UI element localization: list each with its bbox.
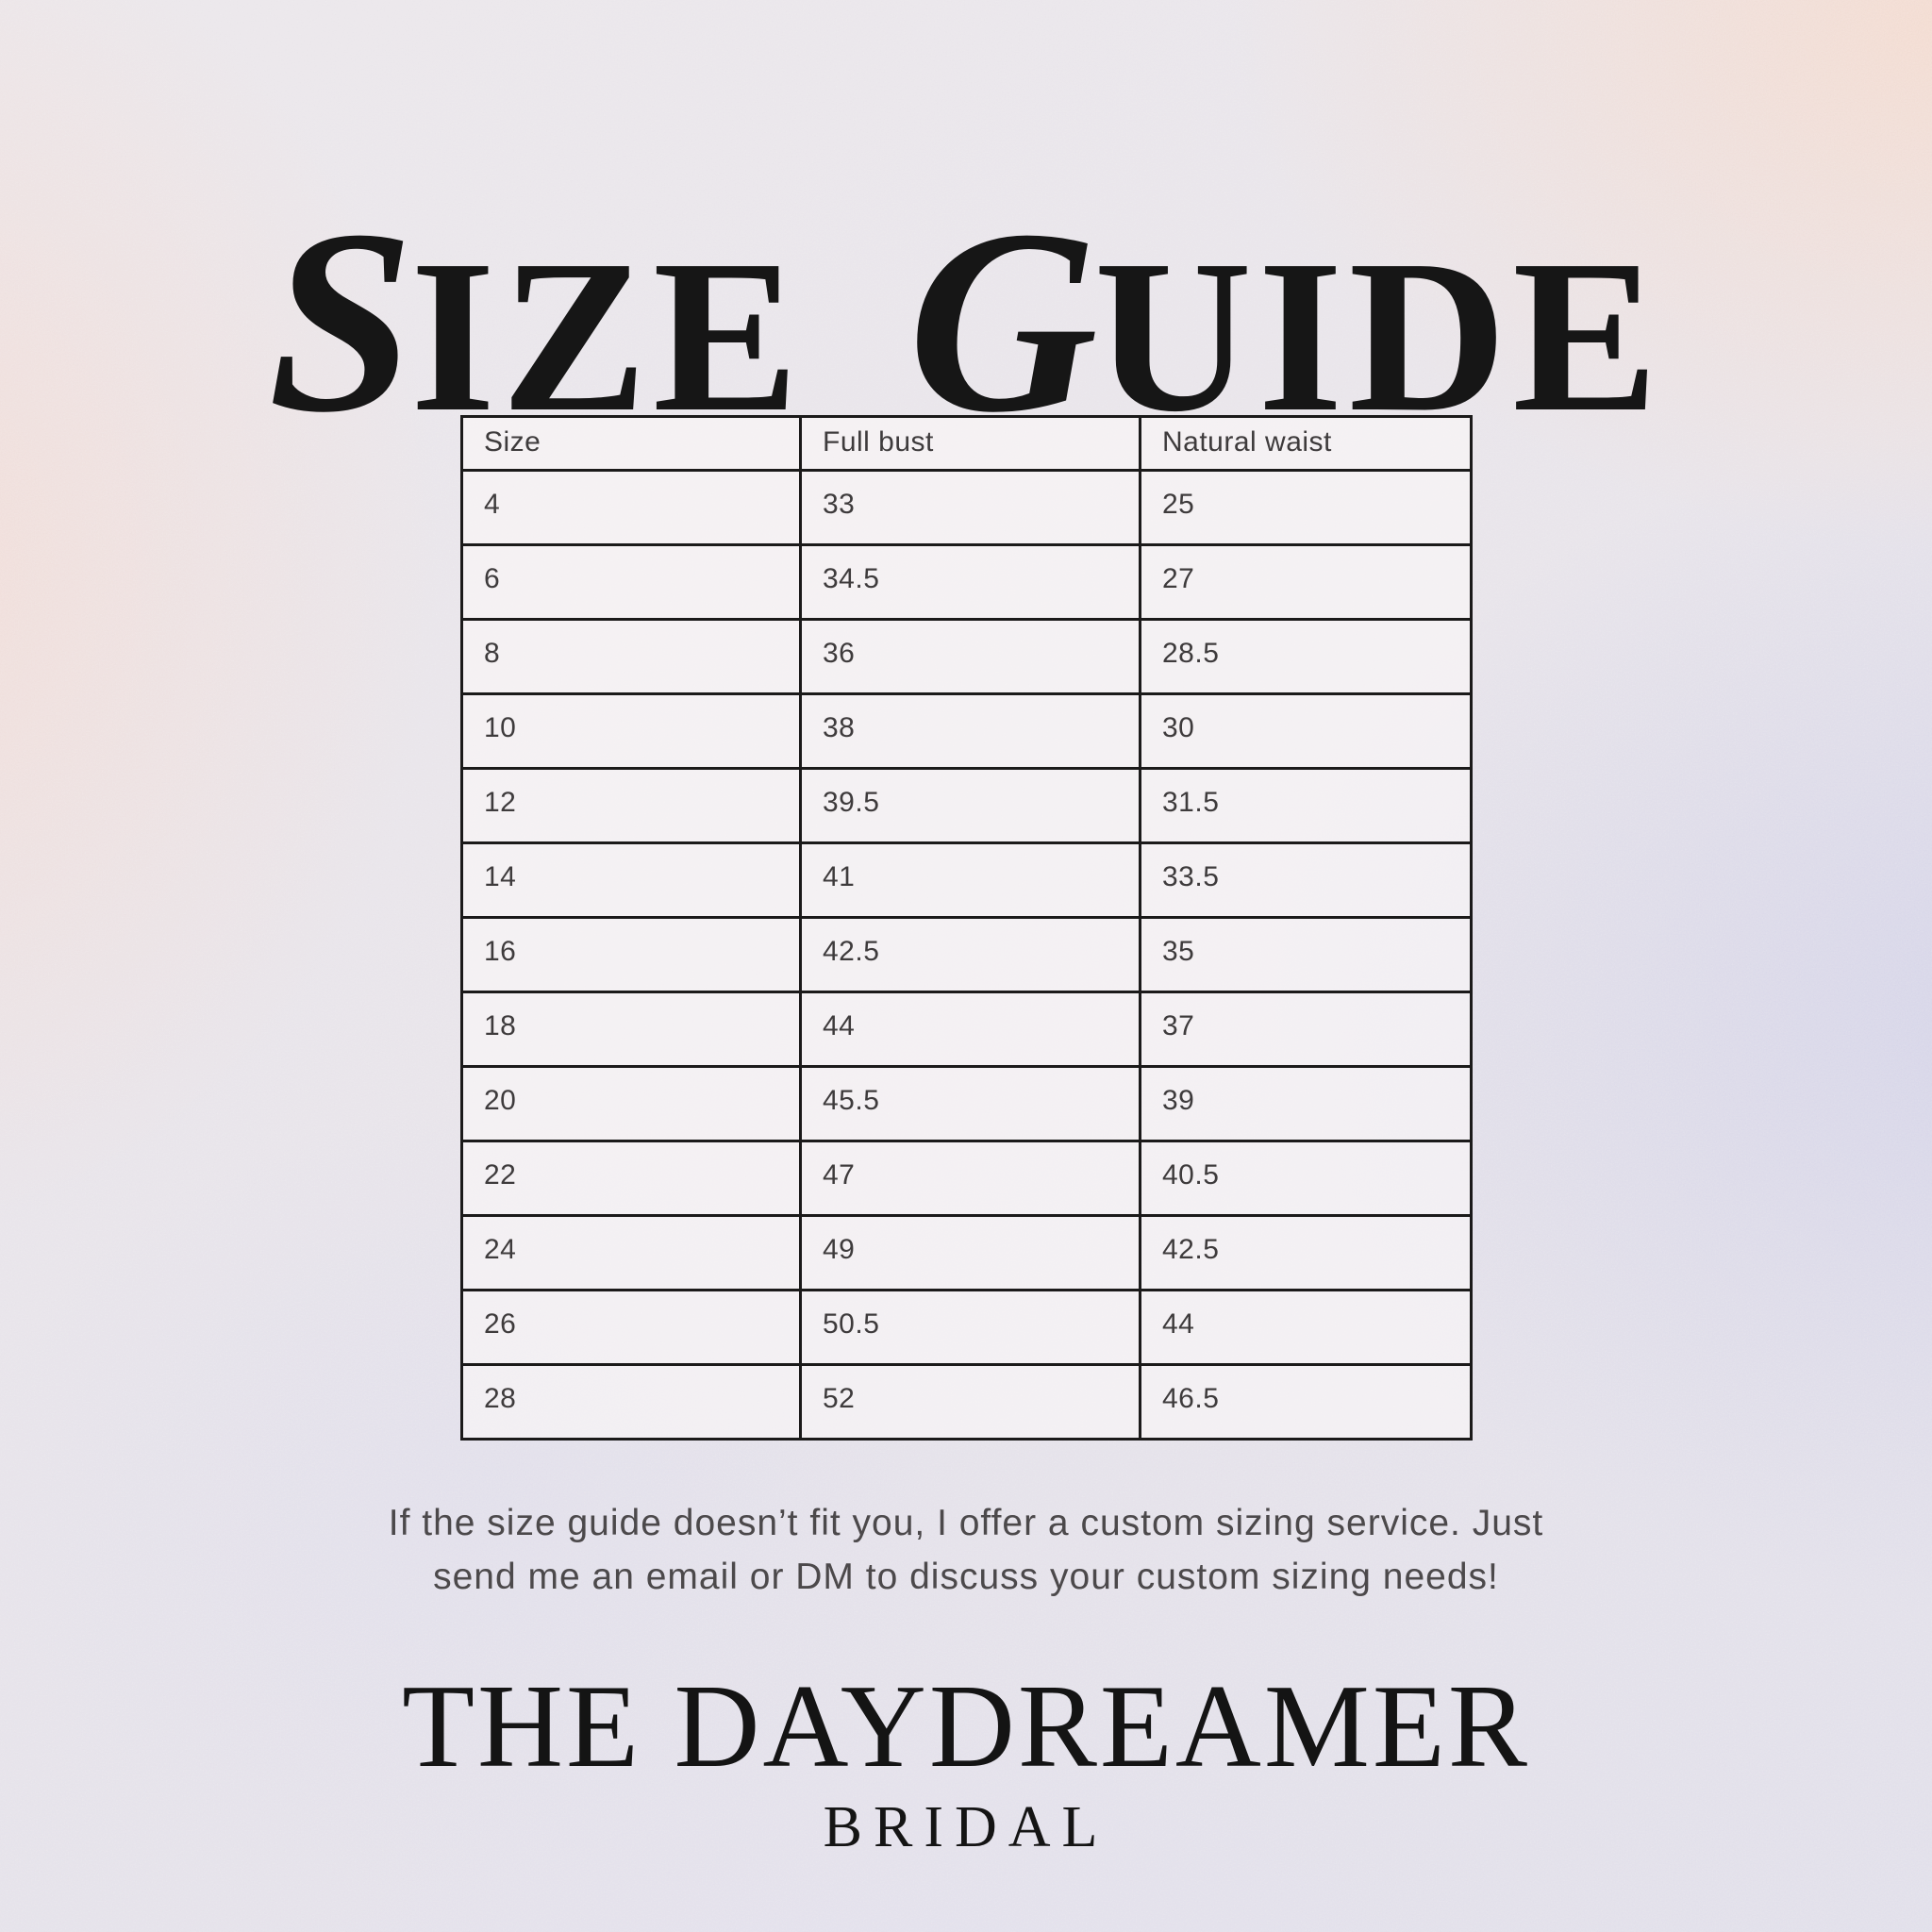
column-header-natural-waist: Natural waist (1139, 415, 1473, 472)
table-row: 10 38 30 (460, 692, 1473, 770)
column-header-full-bust: Full bust (799, 415, 1141, 472)
table-cell: 12 (460, 767, 802, 844)
table-cell: 16 (460, 916, 802, 993)
table-row: 28 52 46.5 (460, 1363, 1473, 1441)
table-row: 6 34.5 27 (460, 543, 1473, 621)
table-cell: 44 (1139, 1289, 1473, 1366)
table-cell: 18 (460, 991, 802, 1068)
table-row: 14 41 33.5 (460, 841, 1473, 919)
table-row: 12 39.5 31.5 (460, 767, 1473, 844)
table-cell: 50.5 (799, 1289, 1141, 1366)
table-cell: 8 (460, 618, 802, 695)
table-cell: 39 (1139, 1065, 1473, 1142)
table-cell: 24 (460, 1214, 802, 1291)
note-line-1: If the size guide doesn’t fit you, I off… (388, 1503, 1544, 1543)
table-cell: 30 (1139, 692, 1473, 770)
table-cell: 22 (460, 1140, 802, 1217)
table-cell: 25 (1139, 469, 1473, 546)
table-cell: 33 (799, 469, 1141, 546)
table-cell: 28 (460, 1363, 802, 1441)
table-cell: 49 (799, 1214, 1141, 1291)
table-cell: 35 (1139, 916, 1473, 993)
table-row: 22 47 40.5 (460, 1140, 1473, 1217)
table-cell: 27 (1139, 543, 1473, 621)
table-cell: 45.5 (799, 1065, 1141, 1142)
title-swash-s: S (268, 176, 414, 468)
table-cell: 33.5 (1139, 841, 1473, 919)
table-cell: 36 (799, 618, 1141, 695)
table-cell: 28.5 (1139, 618, 1473, 695)
table-row: 20 45.5 39 (460, 1065, 1473, 1142)
table-cell: 26 (460, 1289, 802, 1366)
table-cell: 39.5 (799, 767, 1141, 844)
table-cell: 41 (799, 841, 1141, 919)
table-cell: 31.5 (1139, 767, 1473, 844)
table-cell: 6 (460, 543, 802, 621)
table-row: 26 50.5 44 (460, 1289, 1473, 1366)
table-row: 16 42.5 35 (460, 916, 1473, 993)
table-row: 18 44 37 (460, 991, 1473, 1068)
table-cell: 46.5 (1139, 1363, 1473, 1441)
table-cell: 40.5 (1139, 1140, 1473, 1217)
table-cell: 44 (799, 991, 1141, 1068)
table-cell: 4 (460, 469, 802, 546)
table-row: 4 33 25 (460, 469, 1473, 546)
table-cell: 42.5 (1139, 1214, 1473, 1291)
table-cell: 34.5 (799, 543, 1141, 621)
table-cell: 52 (799, 1363, 1141, 1441)
brand-name: THE DAYDREAMER (402, 1661, 1530, 1792)
table-cell: 14 (460, 841, 802, 919)
table-row: 24 49 42.5 (460, 1214, 1473, 1291)
table-cell: 20 (460, 1065, 802, 1142)
table-cell: 37 (1139, 991, 1473, 1068)
custom-sizing-note: If the size guide doesn’t fit you, I off… (0, 1496, 1932, 1604)
table-header-row: Size Full bust Natural waist (460, 415, 1473, 472)
table-cell: 42.5 (799, 916, 1141, 993)
note-line-2: send me an email or DM to discuss your c… (433, 1557, 1499, 1597)
table-cell: 38 (799, 692, 1141, 770)
column-header-size: Size (460, 415, 802, 472)
table-cell: 10 (460, 692, 802, 770)
size-table-body: 4 33 25 6 34.5 27 8 36 28.5 10 38 30 12 39.5 31.5 14 41 3… (460, 469, 1473, 1441)
brand-subtitle: BRIDAL (823, 1795, 1109, 1859)
size-guide-table: Size Full bust Natural waist 4 33 25 6 34.5 2… (460, 415, 1473, 1441)
table-row: 8 36 28.5 (460, 618, 1473, 695)
table-cell: 47 (799, 1140, 1141, 1217)
